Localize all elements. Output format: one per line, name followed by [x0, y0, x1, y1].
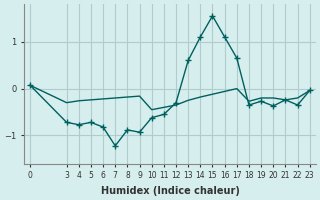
X-axis label: Humidex (Indice chaleur): Humidex (Indice chaleur)	[100, 186, 239, 196]
